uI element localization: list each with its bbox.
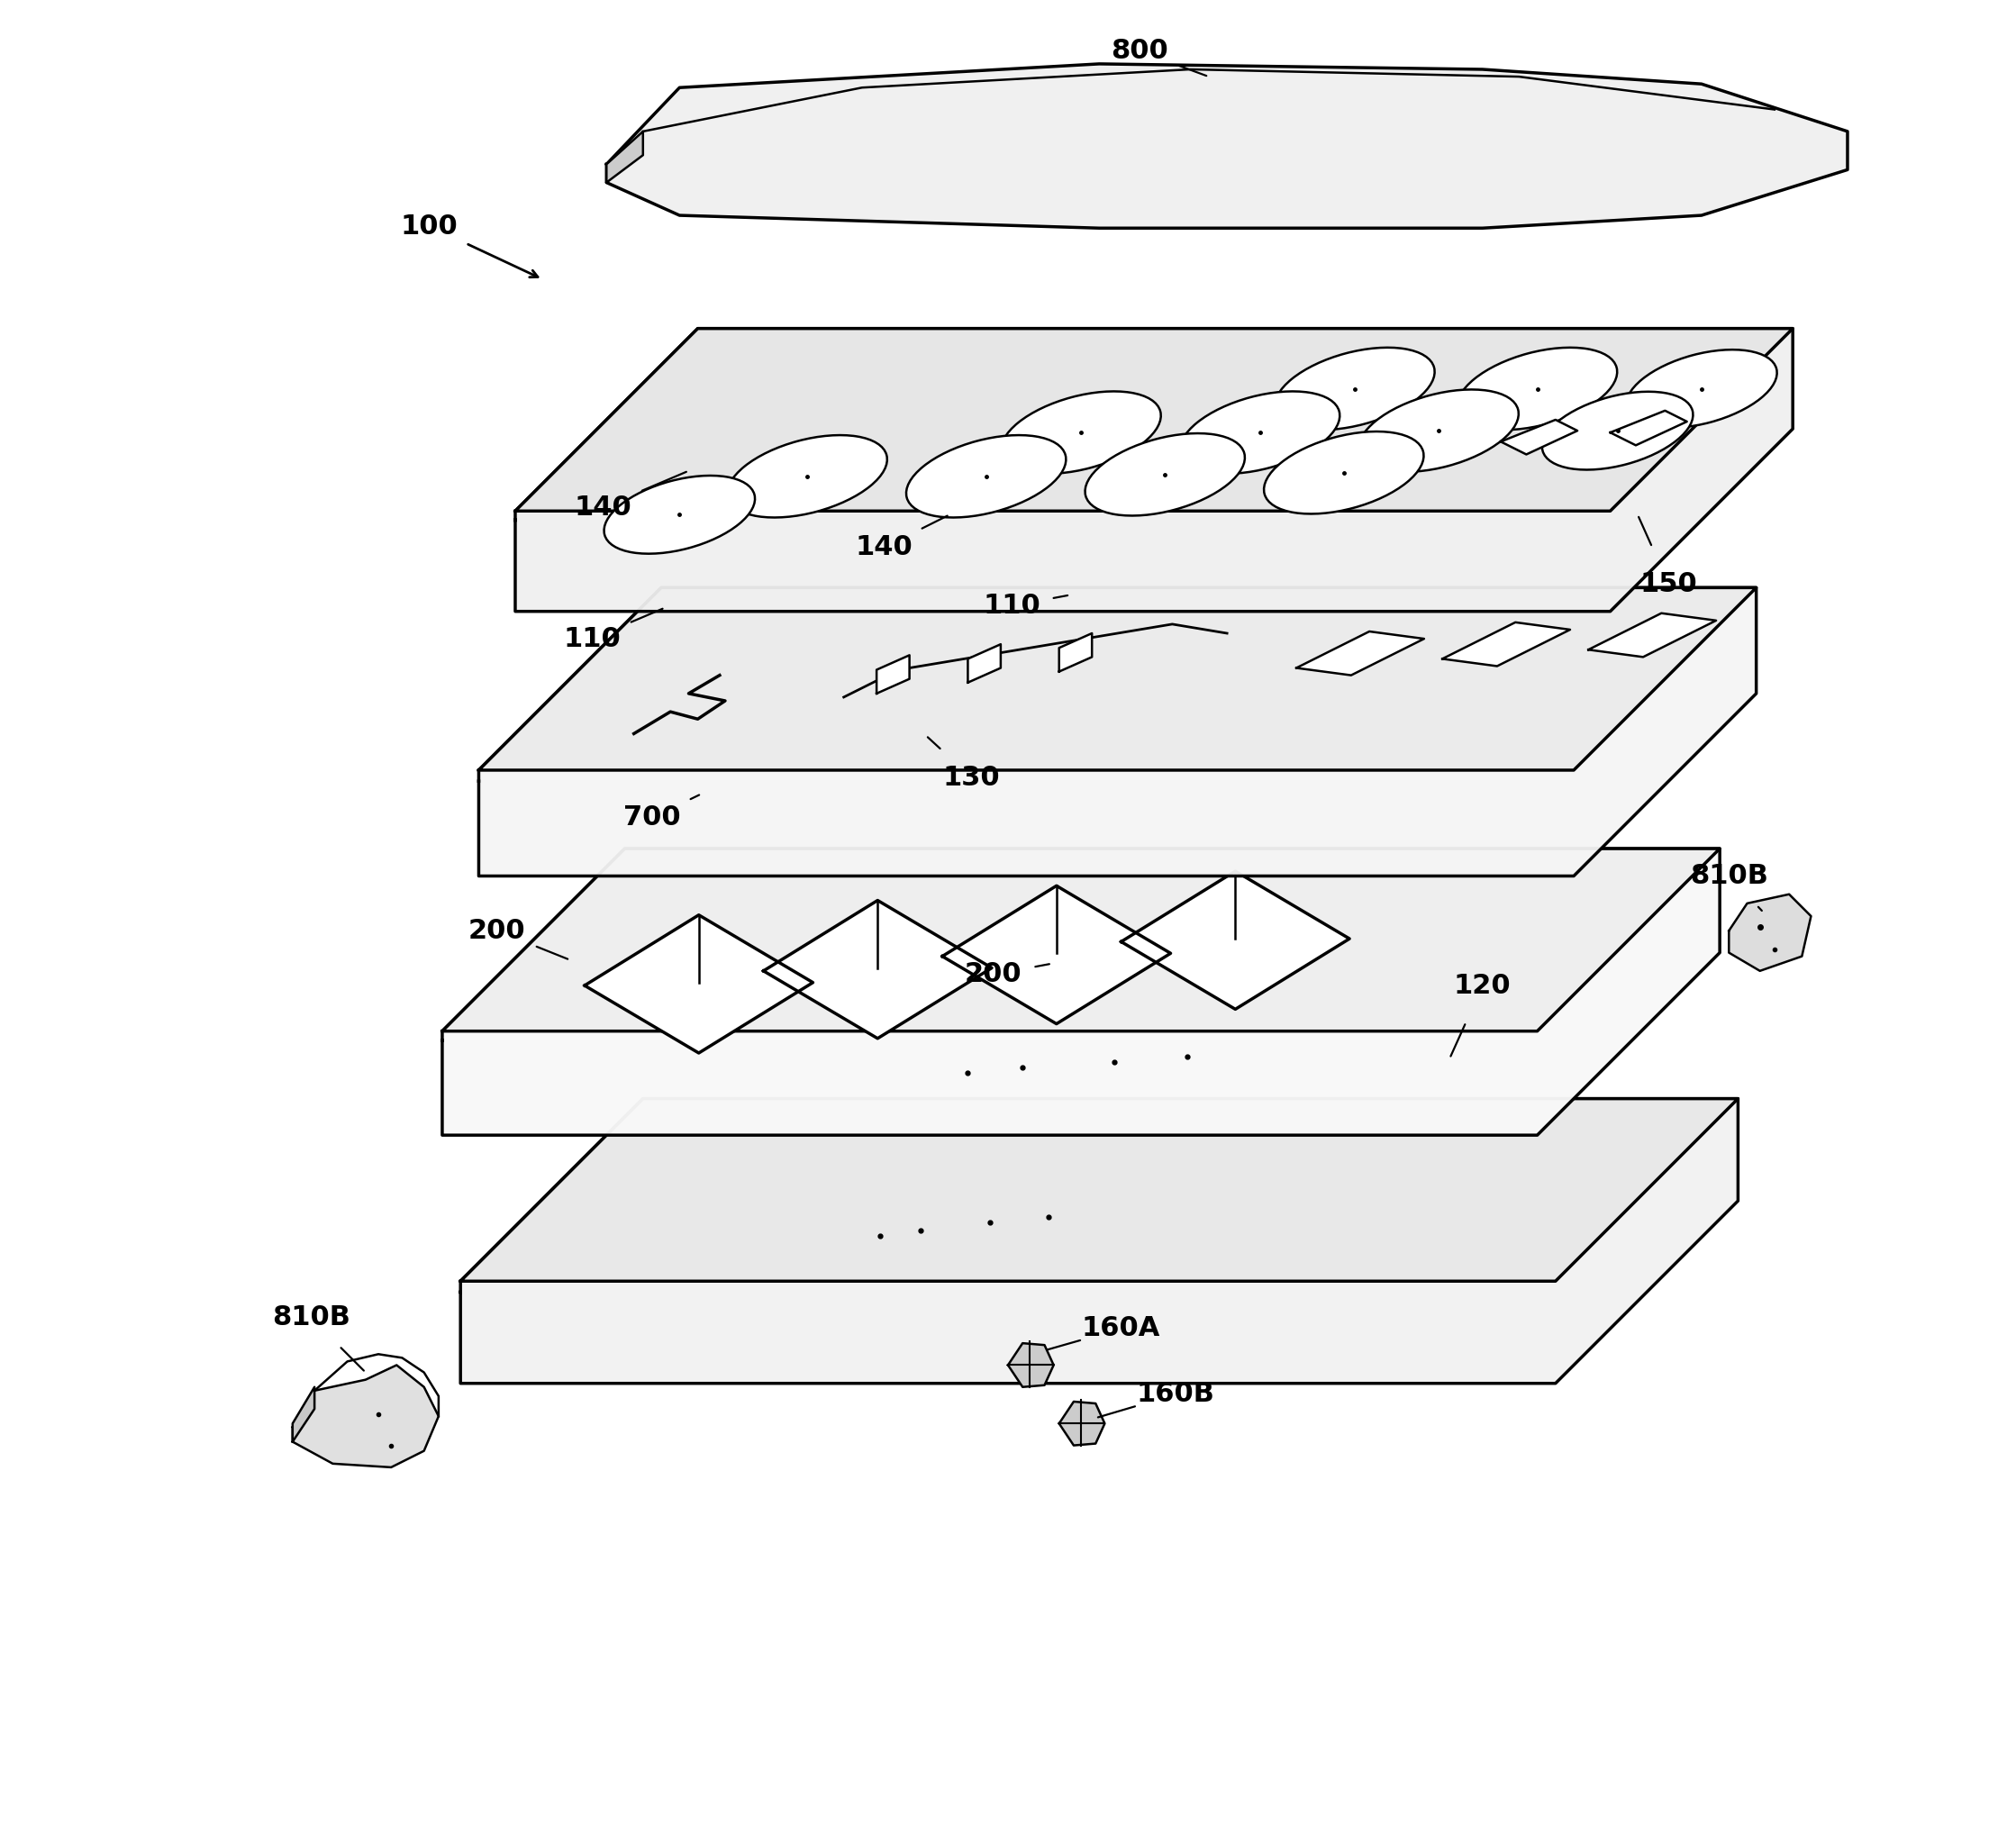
Text: 110: 110	[562, 626, 621, 652]
Ellipse shape	[1542, 392, 1693, 469]
Polygon shape	[877, 655, 909, 694]
Text: 150: 150	[1639, 571, 1697, 597]
Ellipse shape	[907, 434, 1066, 518]
Text: 200: 200	[966, 962, 1022, 987]
Polygon shape	[1008, 1343, 1054, 1387]
Text: 160A: 160A	[1083, 1316, 1161, 1341]
Polygon shape	[460, 1099, 1738, 1383]
Polygon shape	[478, 588, 1756, 876]
Ellipse shape	[728, 434, 887, 518]
Polygon shape	[1611, 411, 1687, 445]
Text: 810B: 810B	[272, 1305, 351, 1330]
Polygon shape	[585, 914, 812, 1053]
Polygon shape	[292, 1365, 439, 1467]
Ellipse shape	[1274, 347, 1435, 431]
Polygon shape	[1441, 622, 1570, 666]
Polygon shape	[607, 64, 1847, 228]
Polygon shape	[1589, 613, 1716, 657]
Polygon shape	[1121, 871, 1349, 1009]
Polygon shape	[1058, 633, 1093, 672]
Text: 140: 140	[855, 535, 913, 560]
Ellipse shape	[605, 476, 754, 553]
Ellipse shape	[1002, 391, 1161, 474]
Ellipse shape	[1627, 350, 1776, 427]
Text: 140: 140	[575, 495, 631, 520]
Ellipse shape	[1085, 433, 1244, 516]
Text: 130: 130	[943, 765, 1000, 790]
Polygon shape	[1058, 1402, 1105, 1445]
Text: 200: 200	[468, 918, 526, 944]
Polygon shape	[292, 1387, 314, 1442]
Ellipse shape	[1179, 391, 1341, 474]
Polygon shape	[1296, 631, 1423, 675]
Polygon shape	[607, 131, 643, 183]
Text: 800: 800	[1111, 38, 1167, 64]
Polygon shape	[941, 885, 1171, 1024]
Text: 810B: 810B	[1689, 863, 1768, 889]
Text: 100: 100	[401, 214, 458, 239]
Polygon shape	[516, 328, 1792, 511]
Text: 110: 110	[984, 593, 1040, 619]
Polygon shape	[442, 849, 1720, 1135]
Ellipse shape	[1264, 431, 1423, 515]
Polygon shape	[442, 849, 1720, 1031]
Polygon shape	[968, 644, 1000, 683]
Text: 700: 700	[623, 805, 681, 830]
Text: 160B: 160B	[1137, 1382, 1216, 1407]
Polygon shape	[516, 328, 1792, 611]
Text: 120: 120	[1454, 973, 1512, 998]
Polygon shape	[460, 1099, 1738, 1281]
Polygon shape	[1500, 420, 1577, 454]
Ellipse shape	[1359, 389, 1518, 473]
Ellipse shape	[1458, 347, 1617, 431]
Polygon shape	[764, 900, 992, 1038]
Polygon shape	[478, 588, 1756, 770]
Polygon shape	[1730, 894, 1810, 971]
